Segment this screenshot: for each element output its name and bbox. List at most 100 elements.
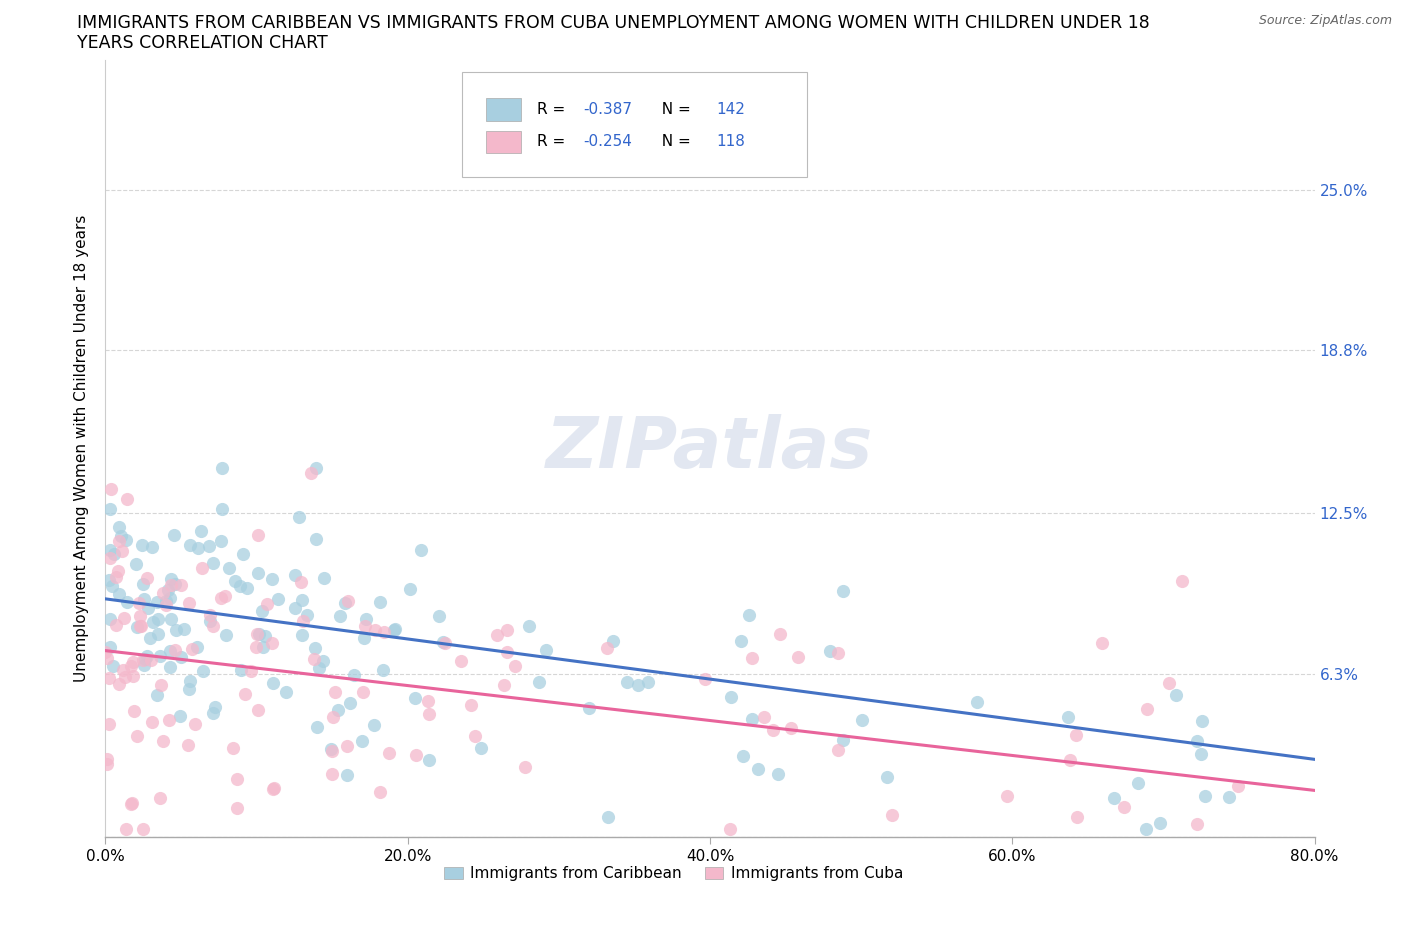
Point (170, 650, 193, 665)
Point (159, 578, 181, 592)
Point (215, 627, 238, 642)
Point (165, 622, 187, 637)
Point (966, 695, 988, 710)
Point (326, 703, 349, 718)
Point (149, 649, 172, 664)
Point (339, 696, 361, 711)
Point (321, 741, 343, 756)
Point (252, 640, 274, 655)
Point (236, 580, 259, 595)
Point (256, 596, 278, 611)
Point (218, 561, 240, 576)
Point (98, 551, 121, 565)
Point (209, 533, 232, 548)
Point (139, 652, 162, 667)
Point (616, 675, 638, 690)
Point (173, 621, 195, 636)
Point (352, 684, 374, 699)
Point (596, 641, 619, 656)
Text: N =: N = (652, 102, 696, 117)
Point (229, 578, 252, 593)
Point (108, 586, 131, 601)
Point (1187, 734, 1209, 749)
Point (128, 596, 150, 611)
Point (382, 623, 405, 638)
Text: 142: 142 (716, 102, 745, 117)
Point (121, 796, 143, 811)
Point (142, 615, 165, 630)
Point (97, 716, 120, 731)
Point (1194, 789, 1216, 804)
Point (135, 571, 157, 586)
Point (132, 652, 155, 667)
Point (159, 659, 181, 674)
Point (720, 822, 742, 837)
Point (517, 618, 540, 633)
Point (470, 740, 492, 755)
Point (503, 658, 526, 673)
Point (114, 822, 136, 837)
Point (450, 654, 472, 669)
Point (602, 633, 624, 648)
Point (122, 703, 145, 718)
Point (432, 634, 454, 649)
Point (163, 527, 186, 542)
Point (305, 461, 328, 476)
Point (752, 710, 775, 724)
Point (404, 691, 426, 706)
Point (184, 717, 207, 732)
Point (308, 660, 330, 675)
Point (534, 643, 557, 658)
Point (159, 611, 181, 626)
Point (831, 733, 853, 748)
Point (1136, 701, 1159, 716)
Point (1057, 710, 1080, 724)
Point (96, 757, 118, 772)
Point (429, 608, 451, 623)
Point (134, 651, 156, 666)
Point (114, 670, 136, 684)
Point (198, 614, 221, 629)
Point (209, 591, 232, 605)
Text: Source: ZipAtlas.com: Source: ZipAtlas.com (1258, 14, 1392, 27)
Point (876, 769, 898, 784)
Point (211, 461, 233, 476)
Point (132, 658, 155, 672)
Point (247, 627, 270, 642)
Point (291, 628, 314, 643)
Point (995, 788, 1018, 803)
Point (766, 767, 789, 782)
Point (418, 752, 440, 767)
Point (1227, 778, 1250, 793)
Point (152, 586, 174, 601)
Point (398, 582, 420, 597)
Point (204, 700, 226, 715)
Point (363, 717, 385, 732)
Point (200, 608, 222, 623)
Point (1102, 790, 1125, 805)
Point (384, 622, 406, 637)
Point (1114, 800, 1136, 815)
Text: -0.387: -0.387 (583, 102, 633, 117)
Point (741, 651, 763, 666)
Point (108, 520, 131, 535)
Text: ZIPatlas: ZIPatlas (547, 414, 873, 484)
Point (94, 644, 117, 659)
Point (1189, 746, 1212, 761)
Point (246, 627, 269, 642)
Point (149, 790, 172, 805)
Point (186, 640, 208, 655)
Point (373, 662, 395, 677)
Point (202, 705, 225, 720)
Point (122, 655, 145, 670)
Point (1091, 636, 1114, 651)
Point (354, 618, 377, 633)
Point (747, 762, 769, 777)
Point (132, 577, 155, 591)
Point (96, 751, 118, 766)
Point (155, 594, 177, 609)
Point (103, 547, 125, 562)
Point (730, 633, 752, 648)
Point (120, 796, 142, 811)
Point (762, 723, 785, 737)
